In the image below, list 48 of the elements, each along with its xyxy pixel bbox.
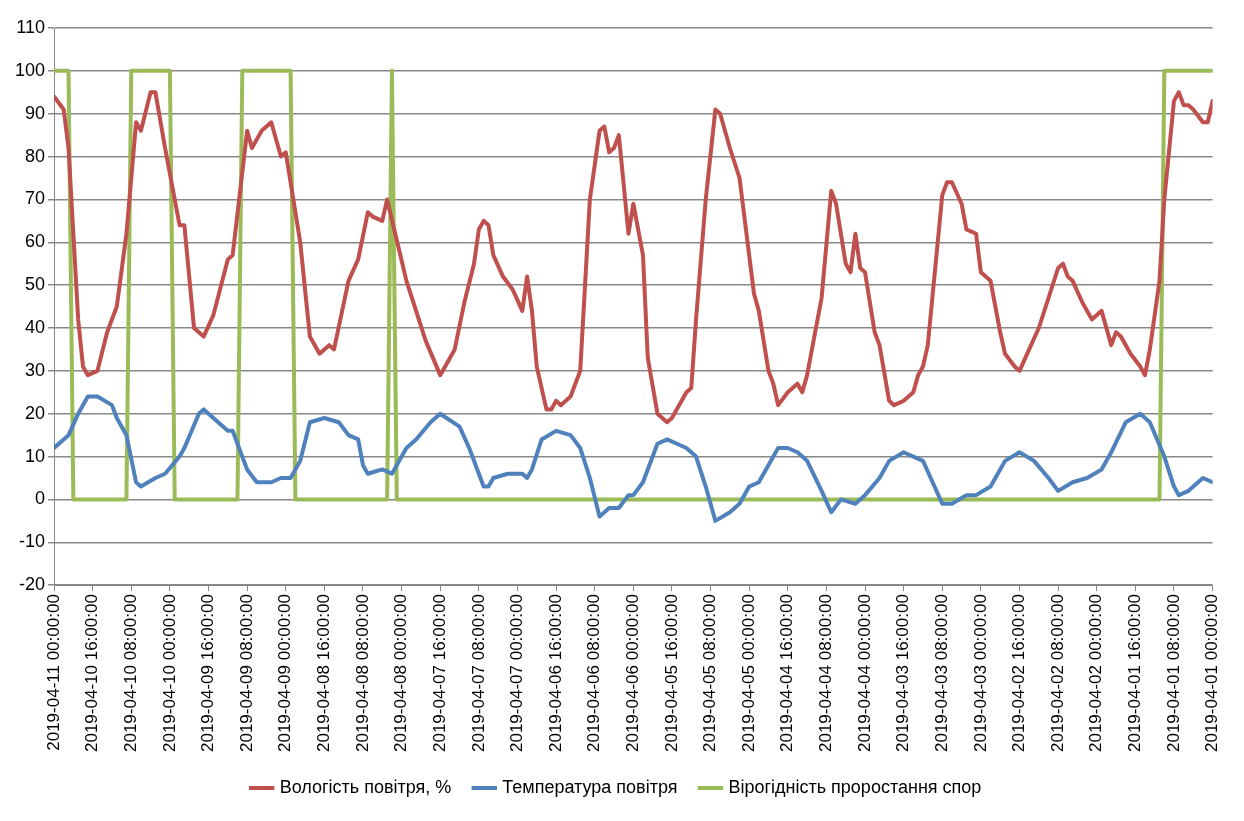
x-tick-label: 2019-04-01 16:00:00 <box>1125 594 1145 752</box>
x-tick-label: 2019-04-03 00:00:00 <box>970 594 990 752</box>
legend-label: Температура повітря <box>502 776 678 797</box>
x-tick-label: 2019-04-05 16:00:00 <box>661 594 681 752</box>
x-tick-label: 2019-04-01 08:00:00 <box>1163 594 1183 752</box>
y-tick-label: 110 <box>16 16 46 37</box>
x-tick-label: 2019-04-07 16:00:00 <box>429 594 449 752</box>
x-tick-label: 2019-04-05 08:00:00 <box>700 594 720 752</box>
x-tick-label: 2019-04-03 08:00:00 <box>931 594 951 752</box>
x-tick-label: 2019-04-03 16:00:00 <box>893 594 913 752</box>
y-tick-label: 0 <box>35 488 46 509</box>
x-tick-label: 2019-04-02 08:00:00 <box>1047 594 1067 752</box>
x-tick-label: 2019-04-09 00:00:00 <box>275 594 295 752</box>
x-tick-label: 2019-04-06 00:00:00 <box>623 594 642 752</box>
y-tick-label: 40 <box>25 316 46 337</box>
y-tick-label: 100 <box>14 59 46 80</box>
y-tick-label: 90 <box>25 102 46 123</box>
y-tick-label: 20 <box>25 402 46 423</box>
x-tick-label: 2019-04-09 16:00:00 <box>198 594 218 752</box>
x-tick-label: 2019-04-01 00:00:00 <box>1202 594 1222 752</box>
y-tick-label: -10 <box>19 531 46 552</box>
x-tick-label: 2019-04-05 00:00:00 <box>738 594 758 752</box>
x-tick-label: 2019-04-06 16:00:00 <box>545 594 565 752</box>
x-tick-label: 2019-04-08 00:00:00 <box>391 594 411 752</box>
x-tick-label: 2019-04-10 16:00:00 <box>82 594 102 752</box>
legend-label: Вірогідність проростання спор <box>728 776 982 797</box>
y-tick-label: 80 <box>25 145 46 166</box>
x-tick-label: 2019-04-10 00:00:00 <box>159 594 179 752</box>
y-tick-label: 60 <box>25 231 46 252</box>
y-tick-label: 10 <box>25 445 46 466</box>
x-tick-label: 2019-04-02 00:00:00 <box>1086 594 1106 752</box>
x-tick-label: 2019-04-02 16:00:00 <box>1009 594 1029 752</box>
x-tick-label: 2019-04-09 08:00:00 <box>236 594 256 752</box>
x-tick-label: 2019-04-07 08:00:00 <box>468 594 488 752</box>
legend-label: Вологість повітря, % <box>279 776 452 797</box>
y-tick-label: 50 <box>25 274 46 295</box>
x-tick-label: 2019-04-04 08:00:00 <box>816 594 836 752</box>
x-tick-label: 2019-04-06 08:00:00 <box>584 594 604 752</box>
x-tick-label: 2019-04-04 16:00:00 <box>777 594 797 752</box>
y-tick-label: -20 <box>19 574 46 595</box>
x-tick-label: 2019-04-07 00:00:00 <box>507 594 527 752</box>
x-tick-label: 2019-04-08 16:00:00 <box>314 594 334 752</box>
y-tick-label: 70 <box>25 188 46 209</box>
x-tick-label: 2019-04-08 08:00:00 <box>352 594 372 752</box>
x-tick-label: 2019-04-04 00:00:00 <box>854 594 874 752</box>
x-tick-label: 2019-04-11 00:00:00 <box>43 594 63 751</box>
x-tick-label: 2019-04-10 08:00:00 <box>120 594 140 752</box>
y-tick-label: 30 <box>25 359 46 380</box>
